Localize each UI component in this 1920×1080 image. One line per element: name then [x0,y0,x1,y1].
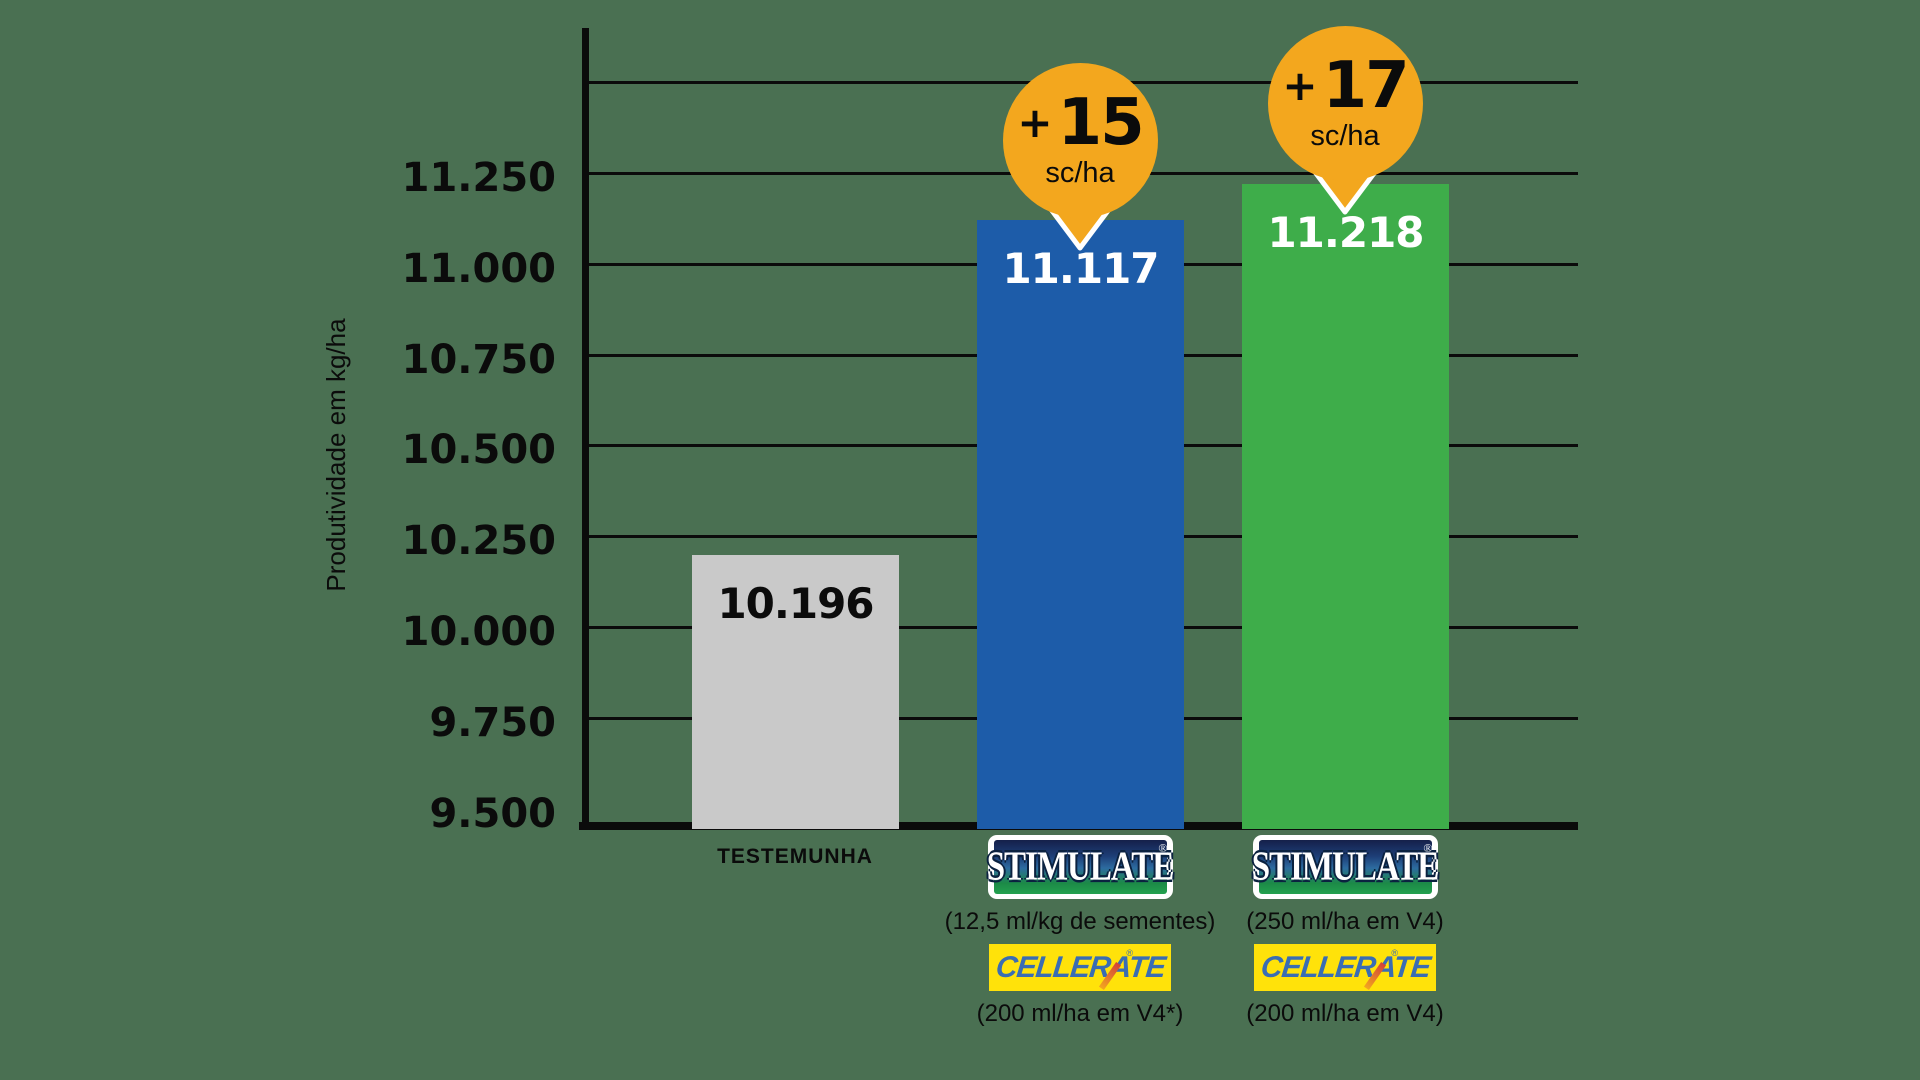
treatment-products: STIMULATE ® (12,5 ml/kg de sementes) CELLER… [940,835,1220,1028]
gain-unit: sc/ha [1045,157,1115,189]
gain-amount: 17 [1322,49,1410,123]
y-tick-label: 10.000 [401,609,556,655]
stimulate-logo: STIMULATE ® [1252,835,1439,899]
stimulate-logo-panel: STIMULATE ® [987,840,1174,894]
y-tick-label: 10.750 [401,337,556,383]
cellerate-logo-text: CELLERATE [1258,950,1432,984]
gain-amount-row: +17 [1282,49,1410,123]
plus-sign: + [1017,98,1053,147]
registered-mark-icon: ® [1391,948,1398,958]
registered-mark-icon: ® [1423,841,1433,855]
y-tick-label: 10.250 [401,518,556,564]
y-tick-label: 9.500 [429,791,556,837]
stimulate-logo-text: STIMULATE [1251,843,1440,889]
gain-unit: sc/ha [1310,120,1380,152]
gain-amount: 15 [1057,86,1145,160]
y-tick-label: 11.000 [401,246,556,292]
stimulate-logo-panel: STIMULATE ® [1252,840,1439,894]
cellerate-logo-text: CELLERATE [993,950,1167,984]
y-tick-label: 9.750 [429,700,556,746]
registered-mark-icon: ® [1158,841,1168,855]
gain-badge: +15 sc/ha [1002,63,1158,218]
bar-value-label: 11.117 [1002,244,1159,293]
badge-pointer [1313,170,1377,216]
bar-stimulate-cellerate-v4: 11.218 [1242,184,1449,829]
registered-mark-icon: ® [1126,948,1133,958]
category-label-testemunha: TESTEMUNHA [717,845,873,868]
y-tick-label: 10.500 [401,427,556,473]
dose-label: (250 ml/ha em V4) [1246,908,1444,935]
y-axis-line [582,28,589,830]
plus-sign: + [1282,61,1318,110]
treatment-products: STIMULATE ® (250 ml/ha em V4) CELLERATE ® (20… [1205,835,1485,1028]
dose-label: (12,5 ml/kg de sementes) [944,908,1216,935]
bar-value-label: 10.196 [717,579,874,628]
stimulate-logo-text: STIMULATE [986,843,1175,889]
bar-value-label: 11.218 [1267,208,1424,257]
gain-badge: +17 sc/ha [1267,26,1423,181]
dose-label: (200 ml/ha em V4*) [976,1000,1184,1027]
dose-label: (200 ml/ha em V4) [1246,1000,1444,1027]
y-tick-label: 11.250 [401,155,556,201]
gain-amount-row: +15 [1017,86,1145,160]
cellerate-logo: CELLERATE ® [1254,944,1436,991]
bar-stimulate-cellerate-sementes: 11.117 [977,220,1184,829]
cellerate-logo: CELLERATE ® [989,944,1171,991]
bar-testemunha: 10.196 [692,555,899,829]
stimulate-logo: STIMULATE ® [987,835,1174,899]
